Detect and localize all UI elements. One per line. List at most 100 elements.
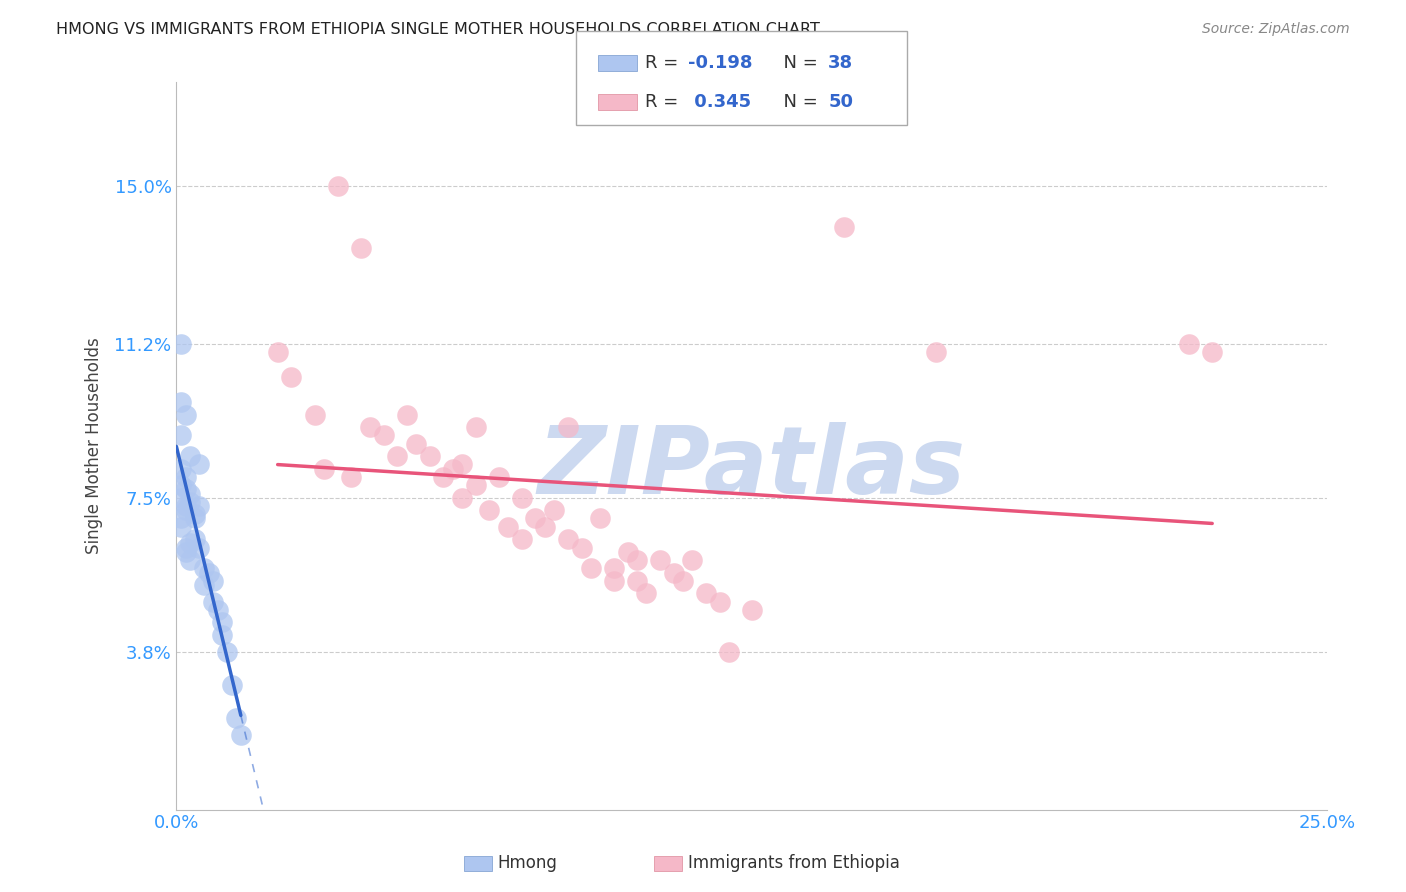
Point bbox=[557, 533, 579, 547]
Point bbox=[312, 461, 335, 475]
Point bbox=[170, 336, 193, 351]
Point bbox=[184, 533, 207, 547]
Point bbox=[672, 574, 695, 588]
Point bbox=[170, 511, 193, 525]
Point bbox=[326, 178, 349, 193]
Point bbox=[579, 561, 602, 575]
Point bbox=[405, 436, 427, 450]
Point bbox=[1178, 336, 1201, 351]
Point bbox=[174, 499, 197, 513]
Point bbox=[211, 615, 233, 630]
Point bbox=[441, 461, 464, 475]
Point bbox=[174, 483, 197, 497]
Point bbox=[488, 470, 510, 484]
Text: R =: R = bbox=[645, 54, 685, 71]
Point bbox=[450, 491, 472, 505]
Text: Source: ZipAtlas.com: Source: ZipAtlas.com bbox=[1202, 22, 1350, 37]
Point bbox=[533, 520, 555, 534]
Point bbox=[450, 458, 472, 472]
Point bbox=[174, 545, 197, 559]
Point bbox=[188, 541, 211, 555]
Y-axis label: Single Mother Households: Single Mother Households bbox=[86, 337, 103, 554]
Point bbox=[170, 395, 193, 409]
Text: ZIPatlas: ZIPatlas bbox=[537, 422, 966, 514]
Point bbox=[193, 578, 215, 592]
Point bbox=[603, 574, 626, 588]
Point bbox=[1201, 345, 1223, 359]
Point bbox=[832, 220, 855, 235]
Point bbox=[174, 408, 197, 422]
Text: 38: 38 bbox=[828, 54, 853, 71]
Point bbox=[626, 553, 648, 567]
Point bbox=[174, 470, 197, 484]
Point bbox=[616, 545, 638, 559]
Point bbox=[603, 561, 626, 575]
Point bbox=[741, 603, 763, 617]
Point bbox=[184, 508, 207, 522]
Point bbox=[359, 420, 381, 434]
Point bbox=[170, 520, 193, 534]
Point bbox=[179, 553, 201, 567]
Point bbox=[266, 345, 288, 359]
Text: Hmong: Hmong bbox=[498, 855, 558, 872]
Point bbox=[197, 566, 219, 580]
Point bbox=[174, 541, 197, 555]
Point bbox=[207, 603, 229, 617]
Point bbox=[634, 586, 657, 600]
Point bbox=[557, 420, 579, 434]
Point bbox=[524, 511, 547, 525]
Text: -0.198: -0.198 bbox=[688, 54, 752, 71]
Point bbox=[349, 241, 371, 255]
Point bbox=[188, 499, 211, 513]
Text: Immigrants from Ethiopia: Immigrants from Ethiopia bbox=[688, 855, 900, 872]
Point bbox=[464, 420, 486, 434]
Point bbox=[432, 470, 454, 484]
Point bbox=[373, 428, 395, 442]
Point bbox=[510, 533, 533, 547]
Point bbox=[179, 486, 201, 500]
Point bbox=[304, 408, 326, 422]
Point bbox=[662, 566, 685, 580]
Point bbox=[648, 553, 671, 567]
Point bbox=[229, 728, 252, 742]
Point bbox=[510, 491, 533, 505]
Point bbox=[184, 511, 207, 525]
Point bbox=[589, 511, 612, 525]
Point bbox=[626, 574, 648, 588]
Point bbox=[170, 478, 193, 492]
Point bbox=[925, 345, 948, 359]
Point bbox=[478, 503, 501, 517]
Point bbox=[571, 541, 593, 555]
Point bbox=[225, 711, 247, 725]
Point bbox=[464, 478, 486, 492]
Text: HMONG VS IMMIGRANTS FROM ETHIOPIA SINGLE MOTHER HOUSEHOLDS CORRELATION CHART: HMONG VS IMMIGRANTS FROM ETHIOPIA SINGLE… bbox=[56, 22, 820, 37]
Point bbox=[340, 470, 363, 484]
Point bbox=[170, 461, 193, 475]
Text: N =: N = bbox=[772, 93, 824, 111]
Text: 0.345: 0.345 bbox=[688, 93, 751, 111]
Point bbox=[202, 594, 225, 608]
Text: R =: R = bbox=[645, 93, 685, 111]
Point bbox=[717, 644, 740, 658]
Point bbox=[280, 370, 302, 384]
Point bbox=[211, 628, 233, 642]
Point bbox=[419, 449, 441, 463]
Point bbox=[179, 449, 201, 463]
Point bbox=[202, 574, 225, 588]
Point bbox=[695, 586, 717, 600]
Point bbox=[179, 495, 201, 509]
Point bbox=[387, 449, 409, 463]
Point bbox=[395, 408, 418, 422]
Point bbox=[188, 458, 211, 472]
Text: 50: 50 bbox=[828, 93, 853, 111]
Point bbox=[174, 503, 197, 517]
Point bbox=[221, 678, 243, 692]
Point bbox=[215, 644, 238, 658]
Point bbox=[709, 594, 731, 608]
Point bbox=[496, 520, 519, 534]
Text: N =: N = bbox=[772, 54, 824, 71]
Point bbox=[179, 536, 201, 550]
Point bbox=[170, 428, 193, 442]
Point bbox=[681, 553, 703, 567]
Point bbox=[193, 561, 215, 575]
